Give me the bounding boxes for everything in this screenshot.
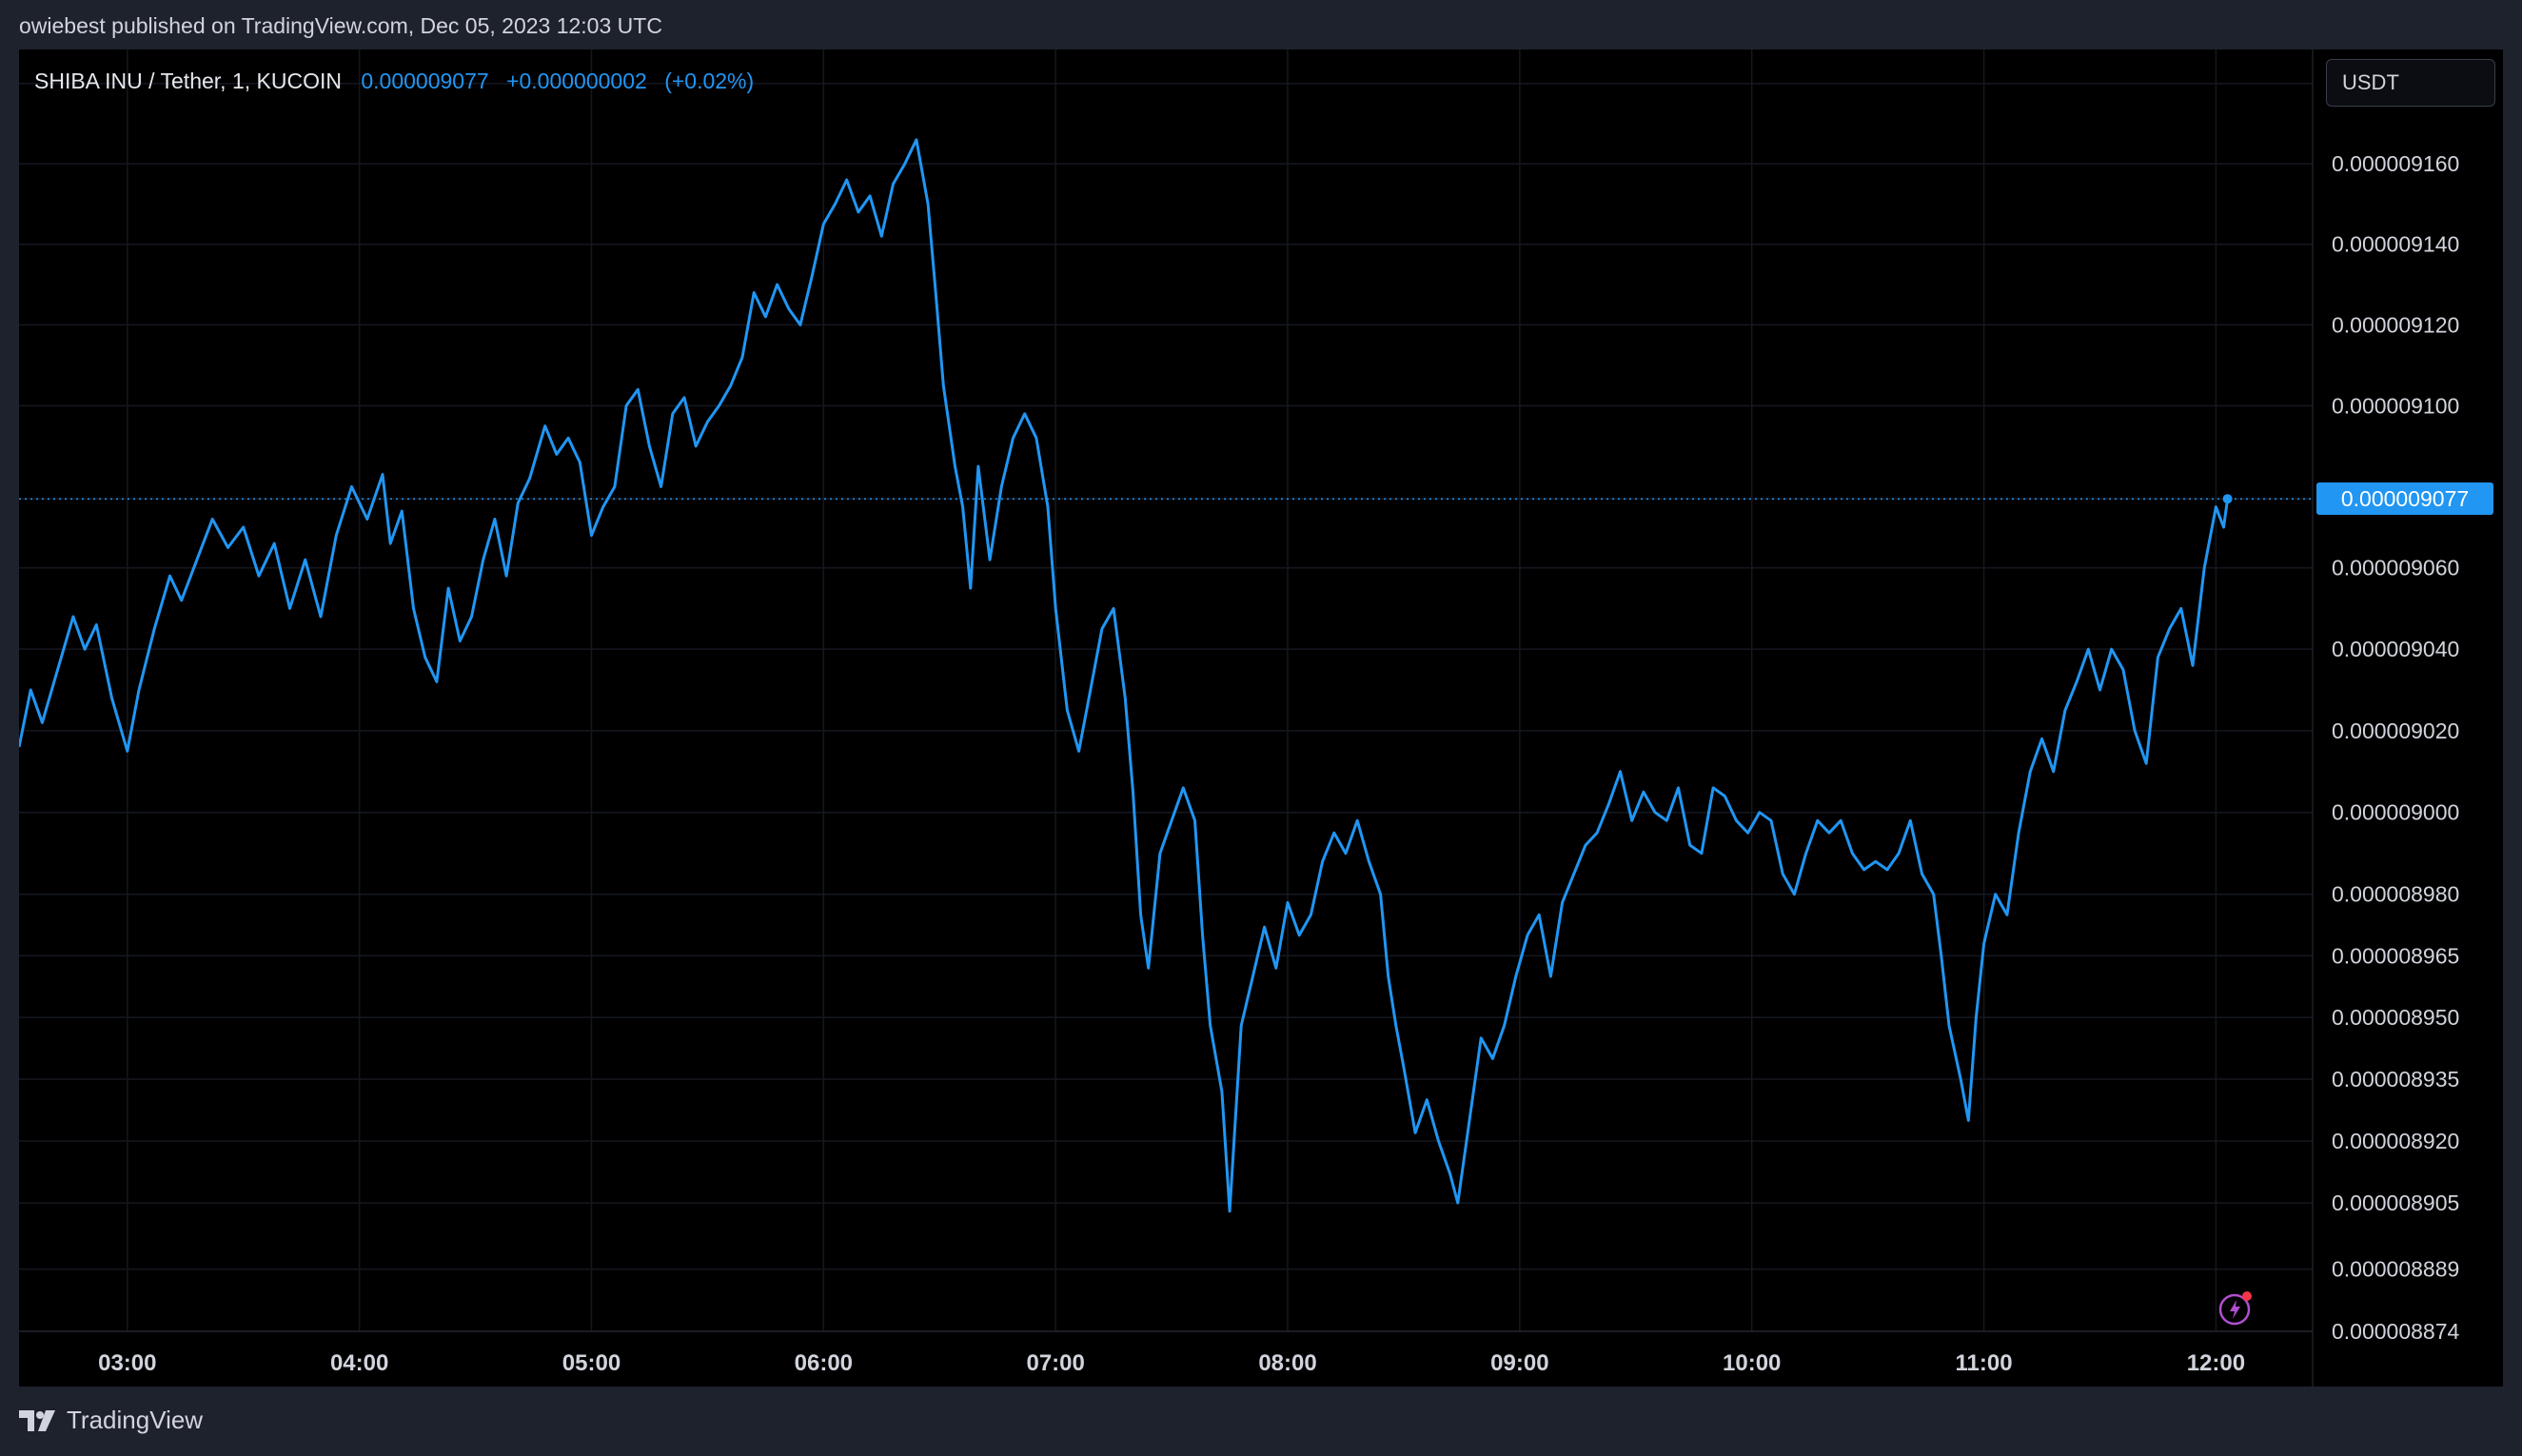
y-tick-label: 0.000008965 bbox=[2332, 943, 2459, 968]
y-tick-label: 0.000008980 bbox=[2332, 882, 2459, 907]
symbol-name: SHIBA INU / Tether, 1, KUCOIN bbox=[34, 69, 342, 93]
legend-change-pct: (+0.02%) bbox=[664, 69, 755, 93]
x-tick-label: 10:00 bbox=[1723, 1350, 1781, 1376]
x-tick-label: 03:00 bbox=[98, 1350, 156, 1376]
y-tick-label: 0.000008874 bbox=[2332, 1319, 2460, 1344]
y-tick-label: 0.000008950 bbox=[2332, 1005, 2459, 1030]
y-tick-label: 0.000009040 bbox=[2332, 637, 2459, 661]
x-tick-label: 04:00 bbox=[330, 1350, 388, 1376]
last-price-badge: 0.000009077 bbox=[2316, 482, 2493, 516]
y-tick-label: 0.000008920 bbox=[2332, 1129, 2459, 1153]
price-axis[interactable]: 0.0000091800.0000091600.0000091400.00000… bbox=[2332, 71, 2460, 1344]
y-tick-label: 0.000008905 bbox=[2332, 1190, 2459, 1215]
y-tick-label: 0.000008889 bbox=[2332, 1257, 2459, 1282]
x-tick-label: 09:00 bbox=[1490, 1350, 1548, 1376]
y-tick-label: 0.000009140 bbox=[2332, 232, 2459, 257]
symbol-legend: SHIBA INU / Tether, 1, KUCOIN 0.00000907… bbox=[34, 69, 765, 94]
chart-area[interactable]: 0.0000091800.0000091600.0000091400.00000… bbox=[19, 49, 2503, 1387]
x-tick-label: 06:00 bbox=[795, 1350, 853, 1376]
y-tick-label: 0.000009000 bbox=[2332, 800, 2459, 825]
y-tick-label: 0.000009160 bbox=[2332, 151, 2459, 176]
last-price-point bbox=[2222, 494, 2233, 504]
x-tick-label: 05:00 bbox=[562, 1350, 621, 1376]
tradingview-logo[interactable]: TradingView bbox=[19, 1406, 203, 1435]
price-chart[interactable]: 0.0000091800.0000091600.0000091400.00000… bbox=[19, 49, 2503, 1387]
x-tick-label: 12:00 bbox=[2187, 1350, 2245, 1376]
currency-selector[interactable]: USDT bbox=[2326, 59, 2495, 107]
x-tick-label: 07:00 bbox=[1026, 1350, 1084, 1376]
y-tick-label: 0.000009060 bbox=[2332, 556, 2459, 580]
publish-header: owiebest published on TradingView.com, D… bbox=[19, 13, 662, 38]
x-tick-label: 11:00 bbox=[1956, 1350, 2013, 1376]
legend-last-price: 0.000009077 bbox=[361, 69, 489, 93]
price-series-line bbox=[19, 138, 2230, 1213]
lightning-bolt-icon[interactable] bbox=[2217, 1289, 2256, 1327]
grid bbox=[19, 49, 2313, 1332]
y-tick-label: 0.000009100 bbox=[2332, 393, 2459, 418]
y-tick-label: 0.000009020 bbox=[2332, 718, 2459, 743]
y-tick-label: 0.000009120 bbox=[2332, 312, 2459, 337]
legend-change: +0.000000002 bbox=[506, 69, 647, 93]
x-tick-label: 08:00 bbox=[1258, 1350, 1316, 1376]
time-axis[interactable]: 03:00 04:00 05:00 06:00 07:00 08:00 09:00 10:00… bbox=[98, 1350, 2245, 1376]
tradingview-logo-icon bbox=[19, 1409, 55, 1431]
y-tick-label: 0.000008935 bbox=[2332, 1067, 2459, 1092]
tradingview-brand-text: TradingView bbox=[67, 1406, 204, 1434]
